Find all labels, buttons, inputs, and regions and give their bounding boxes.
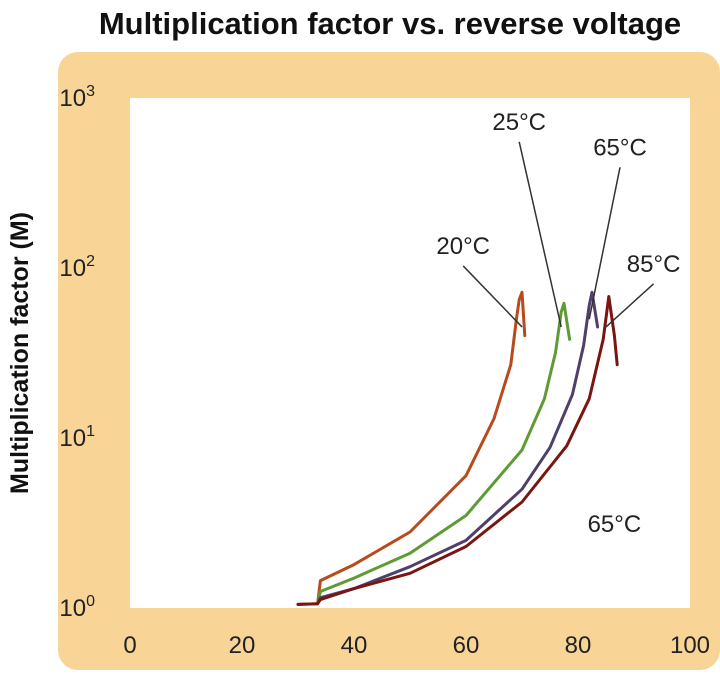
series-line	[296, 290, 527, 606]
y-tick-label: 100	[59, 593, 95, 622]
chart-title: Multiplication factor vs. reverse voltag…	[99, 6, 681, 41]
annotations: 20°C 25°C 65°C 85°C 65°C	[436, 109, 680, 538]
annotation-label: 65°C	[593, 134, 647, 161]
x-tick-label: 80	[565, 632, 592, 659]
x-tick-label: 20	[229, 632, 256, 659]
y-axis-label: Multiplication factor (M)	[6, 212, 34, 494]
annotation-leader-line	[588, 167, 621, 320]
annotation-label: 65°C	[588, 511, 642, 538]
x-tick-label: 100	[670, 632, 710, 659]
x-tick-label: 40	[341, 632, 368, 659]
y-tick-labels: 100 101 102 103	[59, 83, 95, 622]
x-tick-label: 60	[453, 632, 480, 659]
annotation-leader-line	[605, 283, 655, 328]
annotation-label: 85°C	[627, 251, 681, 278]
plot-area	[130, 98, 690, 608]
x-tick-labels: 0 20 40 60 80 100	[123, 632, 710, 659]
annotation-label: 20°C	[436, 233, 490, 260]
series-lines	[296, 290, 619, 606]
series-line	[296, 295, 619, 606]
y-tick-label: 101	[59, 423, 95, 452]
y-tick-label: 102	[59, 253, 95, 282]
y-tick-label: 103	[59, 83, 95, 112]
annotation-label: 25°C	[492, 109, 546, 136]
annotation-leader-line	[462, 265, 523, 328]
x-tick-label: 0	[123, 632, 136, 659]
series-line	[316, 301, 572, 606]
annotation-leader-line	[518, 141, 562, 328]
